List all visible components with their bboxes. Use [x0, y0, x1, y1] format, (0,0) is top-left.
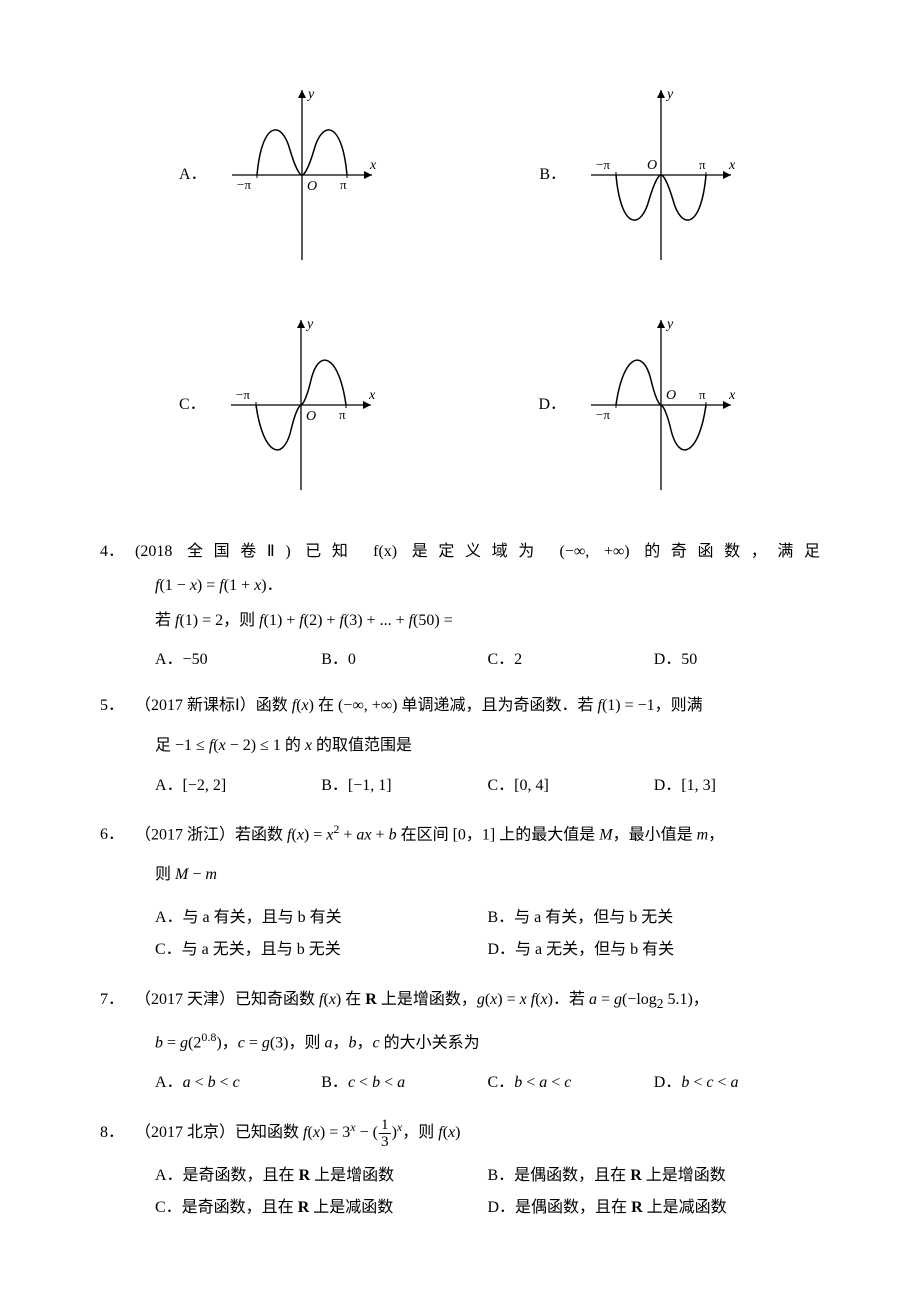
- graph-b-svg: x y O −π π: [581, 80, 741, 270]
- graph-c-svg: x y O −π π: [221, 310, 381, 500]
- q6-number: 6．: [100, 823, 135, 847]
- q4-number: 4．: [100, 540, 135, 564]
- q7-line2: b = g(20.8)，c = g(3)，则 a，b，c 的大小关系为: [155, 1024, 820, 1061]
- q7-body-line1: （2017 天津）已知奇函数 f(x) 在 R 上是增函数，g(x) = x f…: [135, 988, 820, 1014]
- q6-opt-c: C．与 a 无关，且与 b 无关: [155, 934, 488, 966]
- q5-number: 5．: [100, 694, 135, 718]
- q7-opt-a: A．a < b < c: [155, 1071, 321, 1095]
- svg-text:π: π: [339, 407, 346, 422]
- q8-number: 8．: [100, 1121, 135, 1145]
- svg-text:y: y: [665, 317, 674, 332]
- q5-opt-a: A．[−2, 2]: [155, 774, 321, 798]
- question-7: 7． （2017 天津）已知奇函数 f(x) 在 R 上是增函数，g(x) = …: [100, 988, 820, 1095]
- svg-text:x: x: [728, 388, 736, 403]
- graph-d-svg: x y O −π π: [581, 310, 741, 500]
- graph-b-label: B．: [539, 163, 566, 187]
- q4-opt-b: B．0: [321, 648, 487, 672]
- q6-opt-b: B．与 a 有关，但与 b 无关: [488, 902, 821, 934]
- q8-opt-d: D．是偶函数，且在 R 上是减函数: [488, 1192, 821, 1224]
- q7-number: 7．: [100, 988, 135, 1012]
- q5-line2: 足 −1 ≤ f(x − 2) ≤ 1 的 x 的取值范围是: [155, 728, 820, 763]
- q5-opt-c: C．[0, 4]: [488, 774, 654, 798]
- svg-text:O: O: [647, 158, 657, 173]
- graph-option-a: A． x y O −π π: [179, 80, 382, 270]
- graph-a-label: A．: [179, 163, 207, 187]
- q6-line2: 则 M − m: [155, 857, 820, 892]
- q6-body-line1: （2017 浙江）若函数 f(x) = x2 + ax + b 在区间 [0，1…: [135, 820, 820, 847]
- svg-text:y: y: [306, 87, 315, 102]
- graph-c-label: C．: [179, 393, 206, 417]
- q5-options: A．[−2, 2] B．[−1, 1] C．[0, 4] D．[1, 3]: [155, 774, 820, 798]
- q7-opt-d: D．b < c < a: [654, 1071, 820, 1095]
- q8-opt-b: B．是偶函数，且在 R 上是增函数: [488, 1160, 821, 1192]
- svg-text:x: x: [368, 388, 376, 403]
- svg-text:y: y: [305, 317, 314, 332]
- question-6: 6． （2017 浙江）若函数 f(x) = x2 + ax + b 在区间 […: [100, 820, 820, 967]
- q4-opt-d: D．50: [654, 648, 820, 672]
- svg-text:O: O: [306, 409, 316, 424]
- svg-text:x: x: [369, 158, 377, 173]
- graph-row-2: C． x y O −π π D．: [100, 310, 820, 500]
- q6-options: A．与 a 有关，且与 b 有关 B．与 a 有关，但与 b 无关 C．与 a …: [155, 902, 820, 966]
- graph-a-svg: x y O −π π: [222, 80, 382, 270]
- svg-text:y: y: [665, 87, 674, 102]
- q8-opt-c: C．是奇函数，且在 R 上是减函数: [155, 1192, 488, 1224]
- q4-body-line1: (2018 全国卷Ⅱ) 已知 f(x) 是定义域为 (−∞, +∞) 的奇函数，…: [135, 540, 820, 564]
- q4-opt-c: C．2: [488, 648, 654, 672]
- question-5: 5． （2017 新课标Ⅰ）函数 f(x) 在 (−∞, +∞) 单调递减，且为…: [100, 694, 820, 797]
- svg-text:−π: −π: [596, 407, 610, 422]
- q4-opt-a: A．−50: [155, 648, 321, 672]
- q8-options: A．是奇函数，且在 R 上是增函数 B．是偶函数，且在 R 上是增函数 C．是奇…: [155, 1160, 820, 1224]
- q6-opt-d: D．与 a 无关，但与 b 有关: [488, 934, 821, 966]
- q7-options: A．a < b < c B．c < b < a C．b < a < c D．b …: [155, 1071, 820, 1095]
- svg-text:O: O: [666, 388, 676, 403]
- q6-opt-a: A．与 a 有关，且与 b 有关: [155, 902, 488, 934]
- q4-line2: f(1 − x) = f(1 + x)．: [155, 568, 820, 603]
- svg-text:−π: −π: [596, 157, 610, 172]
- graph-row-1: A． x y O −π π B．: [100, 80, 820, 270]
- q4-options: A．−50 B．0 C．2 D．50: [155, 648, 820, 672]
- q8-body-line1: （2017 北京）已知函数 f(x) = 3x − (13)x，则 f(x): [135, 1117, 820, 1150]
- q8-opt-a: A．是奇函数，且在 R 上是增函数: [155, 1160, 488, 1192]
- graph-option-d: D． x y O −π π: [539, 310, 742, 500]
- svg-text:π: π: [699, 387, 706, 402]
- svg-text:π: π: [699, 157, 706, 172]
- svg-text:π: π: [340, 177, 347, 192]
- graph-option-b: B． x y O −π π: [539, 80, 741, 270]
- svg-text:O: O: [307, 179, 317, 194]
- graph-d-label: D．: [539, 393, 567, 417]
- question-8: 8． （2017 北京）已知函数 f(x) = 3x − (13)x，则 f(x…: [100, 1117, 820, 1224]
- q7-opt-b: B．c < b < a: [321, 1071, 487, 1095]
- q5-body-line1: （2017 新课标Ⅰ）函数 f(x) 在 (−∞, +∞) 单调递减，且为奇函数…: [135, 694, 820, 718]
- q4-line3: 若 f(1) = 2，则 f(1) + f(2) + f(3) + ... + …: [155, 603, 820, 638]
- q7-opt-c: C．b < a < c: [488, 1071, 654, 1095]
- svg-text:−π: −π: [237, 177, 251, 192]
- graph-option-c: C． x y O −π π: [179, 310, 381, 500]
- question-4: 4． (2018 全国卷Ⅱ) 已知 f(x) 是定义域为 (−∞, +∞) 的奇…: [100, 540, 820, 672]
- q5-opt-b: B．[−1, 1]: [321, 774, 487, 798]
- q5-opt-d: D．[1, 3]: [654, 774, 820, 798]
- svg-text:x: x: [728, 158, 736, 173]
- svg-text:−π: −π: [236, 387, 250, 402]
